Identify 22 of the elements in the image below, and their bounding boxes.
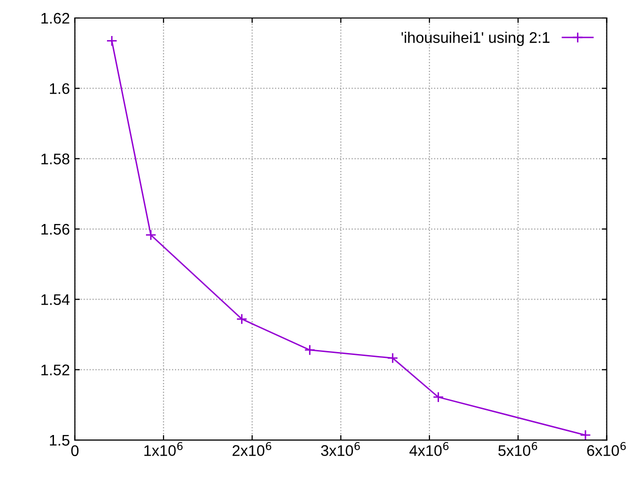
x-tick-label: 1x10$^{6}$	[144, 442, 183, 456]
point	[236, 313, 248, 325]
y-tick-label: 1.5	[50, 435, 70, 446]
y-tick-label: 1.56	[41, 224, 70, 235]
x-tick-label: 3x10$^{6}$	[321, 442, 360, 456]
y-tick-label: 1.6	[50, 83, 70, 94]
point	[145, 229, 156, 241]
point	[304, 344, 316, 356]
y-tick-label: 1.54	[41, 294, 70, 306]
legend-label: 'ihousuihei1' using 2:1	[402, 32, 550, 46]
x-tick-label: 6x10$^{6}$	[587, 442, 626, 456]
y-tick-label: 1.62	[41, 12, 70, 24]
x-tick-label: 0	[71, 445, 79, 456]
y-tick-label: 1.52	[41, 364, 70, 376]
x-tick-label: 4x10$^{6}$	[409, 442, 449, 456]
point	[580, 430, 591, 440]
point	[432, 392, 444, 403]
y-tick-label: 1.58	[41, 154, 70, 164]
x-tick-label: 5x10$^{6}$	[498, 442, 538, 456]
point	[387, 352, 398, 364]
point	[106, 35, 118, 46]
x-tick-label: 2x10$^{6}$	[232, 442, 272, 456]
